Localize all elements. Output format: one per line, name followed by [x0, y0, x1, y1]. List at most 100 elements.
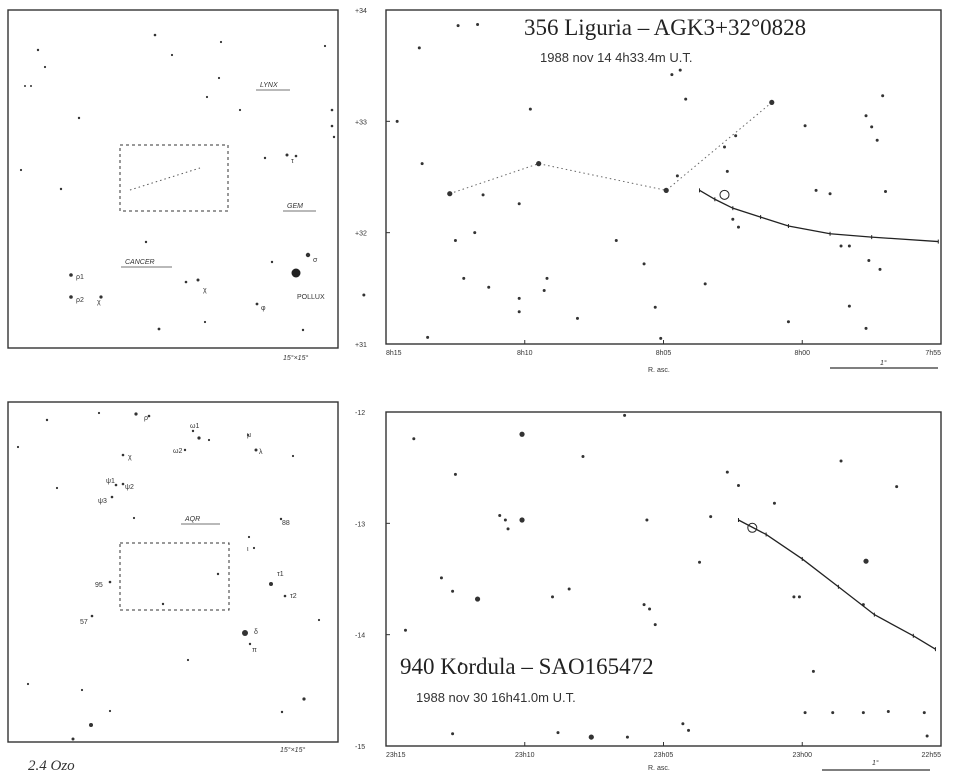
x-tick-label: 8h15 [386, 350, 402, 357]
y-tick-label: -14 [355, 633, 365, 640]
star-point [722, 145, 726, 149]
star-point [863, 558, 869, 564]
finder-bottom-field-box [119, 542, 230, 611]
star-point [731, 217, 735, 221]
star-label: ψ2 [125, 484, 134, 491]
star-point [681, 722, 685, 726]
star-point [517, 296, 521, 300]
star-point [881, 94, 885, 98]
detail-bottom-subtitle: 1988 nov 30 16h41.0m U.T. [416, 690, 576, 705]
constellation-label-cancer: CANCER [125, 259, 155, 266]
star-point [786, 320, 790, 324]
star-point [439, 576, 443, 580]
star-point [453, 238, 457, 242]
detail-chart-bottom: -12 -13 -14 -15 23h15 23h10 23h05 23h00 22h55 9… [355, 410, 942, 772]
asteroid-position-marker [719, 189, 730, 200]
star-label: τ2 [290, 593, 297, 600]
x-tick-label: 23h15 [386, 752, 406, 759]
detail-top-xlabel: R. asc. [648, 367, 670, 374]
star-point [675, 174, 679, 178]
detail-top-plot [362, 22, 939, 340]
star-point [864, 114, 868, 118]
star-point [803, 124, 807, 128]
star-point [417, 46, 421, 50]
star-point [797, 595, 801, 599]
star-label: 57 [80, 619, 88, 626]
star-point [687, 728, 691, 732]
star-point [517, 202, 521, 206]
star-point [545, 276, 549, 280]
star-label: μ [247, 432, 251, 439]
star-point [481, 193, 485, 197]
star-point [659, 336, 663, 340]
star-point [642, 603, 646, 607]
finder-top-corner-label: 15°×15° [283, 354, 308, 362]
star-label: π [252, 647, 257, 654]
star-point [792, 595, 796, 599]
finder-top-track [129, 167, 201, 191]
detail-bottom-y-ticks: -12 -13 -14 -15 [355, 410, 390, 751]
star-point [420, 162, 424, 166]
star-point [625, 735, 629, 739]
star-point [828, 192, 832, 196]
x-tick-label: 8h00 [794, 350, 810, 357]
constellation-label-gem: GEM [287, 203, 303, 210]
star-point [698, 560, 702, 564]
star-label: ι [247, 546, 249, 553]
star-point [867, 259, 871, 262]
detail-bottom-xlabel: R. asc. [648, 765, 670, 772]
star-point [642, 262, 646, 266]
star-label: λ [259, 449, 263, 456]
star-point [614, 238, 618, 242]
star-point [542, 289, 546, 293]
star-point [487, 285, 491, 289]
finder-bottom-corner-label: 15°×15° [280, 746, 305, 754]
detail-bottom-scale-label: 1° [872, 759, 879, 767]
y-tick-label: -13 [355, 521, 365, 528]
star-point [861, 711, 865, 715]
finder-top-stars [19, 33, 336, 332]
star-point [811, 669, 815, 673]
y-tick-label: +32 [355, 231, 367, 238]
star-point [847, 304, 851, 308]
star-point [769, 99, 775, 106]
star-point [736, 225, 740, 229]
star-point [462, 276, 466, 280]
star-point [456, 24, 460, 28]
x-tick-label: 22h55 [922, 752, 942, 759]
star-point [575, 316, 579, 320]
finder-top-star-labels: ρ1 ρ2 χ χ φ τ σ POLLUX [76, 158, 325, 312]
star-point [886, 709, 890, 713]
star-point [831, 711, 835, 715]
star-point [847, 244, 851, 248]
asteroid-position-marker [747, 522, 758, 533]
star-point [670, 73, 674, 77]
finder-bottom-stars [16, 411, 321, 741]
y-tick-label: -15 [355, 744, 365, 751]
star-point [451, 732, 455, 736]
finder-chart-bottom: AQR ρ χ ψ1 ψ2 ψ3 ω1 ω2 μ λ τ1 τ2 δ π ι 8… [7, 401, 339, 754]
x-tick-label: 23h10 [515, 752, 535, 759]
star-point [447, 191, 453, 197]
star-point [663, 187, 669, 193]
star-point [648, 607, 652, 611]
star-label: φ [261, 305, 266, 312]
star-point [519, 517, 525, 523]
x-tick-label: 23h05 [654, 752, 674, 759]
star-point [453, 472, 457, 476]
star-point [551, 595, 554, 599]
star-label: χ [97, 299, 101, 306]
star-label: ρ [144, 415, 148, 422]
star-label: 95 [95, 582, 103, 589]
star-point [839, 459, 843, 463]
y-tick-label: +34 [355, 8, 367, 15]
star-point [395, 119, 399, 123]
star-point [895, 485, 899, 489]
star-point [528, 107, 532, 111]
star-point [870, 125, 874, 129]
detail-top-scale-label: 1° [880, 359, 887, 367]
star-label: ψ1 [106, 478, 115, 485]
star-label: τ1 [277, 571, 284, 578]
star-label: χ [203, 287, 207, 294]
